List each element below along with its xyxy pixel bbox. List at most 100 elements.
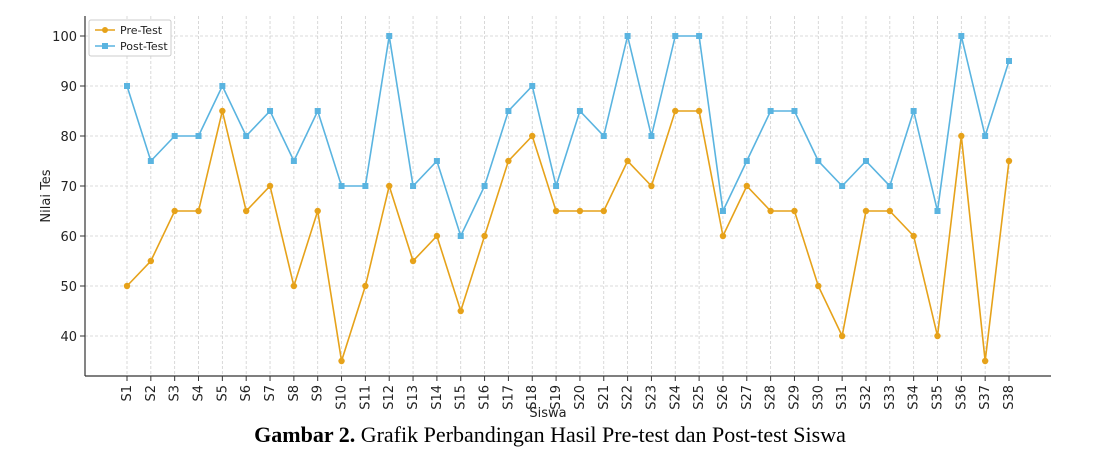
- pre-test-point: [338, 357, 345, 365]
- series-layer: [123, 33, 1013, 365]
- x-tick-label: S19: [549, 385, 564, 410]
- x-tick-label: S31: [835, 385, 850, 410]
- y-tick-label: 80: [60, 130, 77, 145]
- y-tick-label: 60: [60, 230, 77, 245]
- post-test-point: [910, 108, 917, 114]
- caption-text: Grafik Perbandingan Hasil Pre-test dan P…: [355, 422, 846, 447]
- post-test-point: [243, 133, 250, 139]
- x-tick-label: S2: [144, 385, 159, 402]
- y-tick-label: 50: [60, 280, 77, 295]
- pre-test-point: [552, 207, 560, 215]
- x-tick-label: S12: [382, 385, 397, 410]
- line-chart: 40 50 60 70 80 90 100 S1 S2 S3 S4 S5 S6 S7 S8 S9 S10 S11 S…: [39, 16, 1051, 420]
- x-tick-label: S7: [263, 385, 278, 402]
- post-test-point: [386, 33, 393, 39]
- pre-test-point: [576, 207, 584, 215]
- post-test-point: [886, 183, 893, 189]
- pre-test-point: [672, 107, 679, 115]
- post-test-point: [171, 133, 178, 139]
- post-test-point: [767, 108, 774, 114]
- pre-test-point: [981, 357, 989, 365]
- post-test-point: [124, 83, 130, 89]
- pre-test-point: [242, 207, 250, 215]
- x-tick-label: S37: [978, 385, 993, 410]
- pre-test-point: [433, 232, 441, 240]
- y-tick-label: 90: [60, 80, 77, 95]
- x-tick-label: S35: [930, 385, 945, 410]
- pre-test-point: [600, 207, 607, 215]
- x-tick-label: S23: [644, 385, 659, 410]
- pre-test-point: [886, 207, 894, 215]
- pre-test-point: [958, 132, 965, 140]
- pre-test-point: [266, 182, 274, 190]
- x-tick-label: S34: [907, 385, 922, 410]
- post-test-point: [862, 158, 869, 164]
- pre-test-point: [219, 107, 226, 115]
- post-test-point: [481, 183, 488, 189]
- pre-test-point: [743, 182, 750, 190]
- x-tick-label: S14: [430, 385, 445, 410]
- pre-test-point: [481, 232, 488, 240]
- pre-test-point: [1005, 157, 1013, 165]
- post-test-point: [553, 183, 560, 189]
- post-test-point: [600, 133, 607, 139]
- x-tick-label: S22: [621, 385, 636, 410]
- legend-label-pre-test: Pre-Test: [120, 24, 163, 37]
- x-tick-label: S11: [358, 385, 373, 410]
- post-test-point: [576, 108, 583, 114]
- pre-test-point: [791, 207, 798, 215]
- pre-test-point: [195, 207, 202, 215]
- x-tick-label: S18: [525, 385, 540, 410]
- pre-test-point: [290, 282, 298, 290]
- post-test-point: [934, 208, 941, 214]
- post-test-point: [219, 83, 226, 89]
- pre-test-point: [838, 332, 846, 340]
- x-tick-label: S3: [168, 385, 183, 402]
- pre-test-point: [719, 232, 727, 240]
- pre-test-point: [314, 207, 321, 215]
- caption-label: Gambar 2.: [254, 422, 356, 447]
- pre-test-point: [767, 207, 774, 215]
- post-test-point: [290, 158, 297, 164]
- x-tick-label: S15: [454, 385, 469, 410]
- post-test-point: [362, 183, 369, 189]
- post-test-point: [457, 233, 464, 239]
- post-test-point: [410, 183, 417, 189]
- post-test-point: [696, 33, 703, 39]
- x-tick-label: S16: [478, 385, 493, 410]
- x-tick-label: S36: [954, 385, 969, 410]
- post-test-point: [147, 158, 154, 164]
- post-test-point: [267, 108, 274, 114]
- post-test-point: [743, 158, 750, 164]
- pre-test-point: [815, 282, 822, 290]
- post-test-point: [195, 133, 202, 139]
- x-tick-label: S29: [787, 385, 802, 410]
- x-tick-label: S17: [501, 385, 516, 410]
- pre-test-point: [457, 307, 464, 315]
- x-tick-label: S33: [883, 385, 898, 410]
- post-test-point: [505, 108, 512, 114]
- x-tick-label: S27: [740, 385, 755, 410]
- pre-test-point: [910, 232, 917, 240]
- post-test-point: [982, 133, 989, 139]
- figure-caption: Gambar 2. Grafik Perbandingan Hasil Pre-…: [0, 422, 1100, 448]
- post-test-point: [624, 33, 631, 39]
- x-tick-label: S6: [239, 385, 254, 402]
- legend-marker-pre-test: [102, 27, 108, 33]
- x-tick-label: S8: [287, 385, 302, 402]
- post-test-point: [433, 158, 440, 164]
- pre-test-point: [624, 157, 631, 165]
- x-tick-label: S9: [311, 385, 326, 402]
- y-tick-label: 100: [52, 30, 77, 45]
- x-tick-label: S10: [335, 385, 350, 410]
- y-tick-label: 40: [60, 330, 77, 345]
- post-test-point: [719, 208, 726, 214]
- pre-test-point: [862, 207, 870, 215]
- post-test-point: [338, 183, 345, 189]
- post-test-line: [126, 35, 1010, 239]
- pre-test-line: [126, 110, 1010, 362]
- y-tick-label: 70: [60, 180, 77, 195]
- x-tick-label: S21: [597, 385, 612, 410]
- pre-test-point: [505, 157, 512, 165]
- x-tick-label: S30: [811, 385, 826, 410]
